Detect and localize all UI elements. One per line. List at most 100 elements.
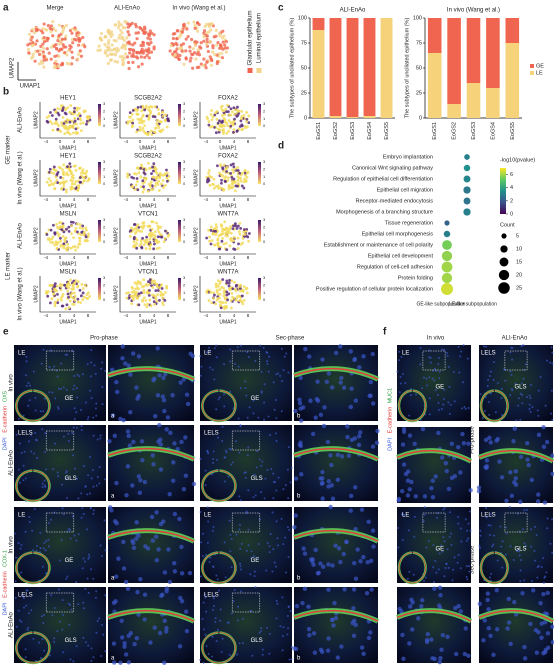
feature-point: [158, 298, 161, 302]
colorbar-tick: 1: [183, 116, 186, 121]
nucleus: [533, 559, 536, 562]
feature-point: [141, 236, 144, 240]
nucleus: [508, 470, 513, 475]
nucleus: [428, 356, 431, 359]
nucleus: [448, 385, 451, 388]
umap-point: [131, 60, 135, 64]
feature-point: [142, 291, 146, 295]
umap-point: [66, 49, 71, 53]
ecadherin: [15, 390, 50, 422]
nucleus: [94, 372, 97, 375]
umap-point: [107, 39, 111, 43]
nucleus: [326, 562, 331, 567]
nucleus: [175, 446, 180, 452]
feature-point: [57, 113, 61, 117]
umap-point: [218, 34, 222, 38]
colorbar-tick: 0: [183, 239, 186, 244]
group-label: GE-like subpopulation: [417, 301, 466, 307]
feature-point: [216, 238, 220, 242]
feature-point: [55, 172, 59, 176]
feature-point: [222, 169, 225, 173]
nucleus: [406, 577, 409, 580]
umap-point: [109, 35, 113, 39]
feature-point: [233, 248, 237, 251]
nucleus: [408, 570, 411, 573]
nucleus: [285, 352, 288, 355]
colorbar-tick: 2: [183, 224, 186, 229]
nucleus: [22, 595, 25, 598]
nucleus: [219, 608, 222, 611]
nucleus: [500, 413, 503, 416]
nucleus: [339, 454, 345, 459]
nucleus: [458, 371, 461, 374]
region-label: LELS: [204, 431, 219, 437]
y-tick-label: 75: [416, 40, 422, 46]
nucleus: [246, 351, 249, 354]
nucleus: [236, 619, 239, 622]
nucleus: [112, 433, 118, 439]
nucleus: [355, 547, 360, 552]
umap-point: [134, 31, 138, 35]
dot: [463, 197, 471, 205]
x-tick-label: 8: [87, 139, 90, 144]
nucleus: [542, 581, 545, 584]
feature-point: [225, 279, 229, 283]
feature-point: [129, 229, 133, 232]
colorbar-tick: 2: [103, 166, 106, 171]
feature-point: [61, 234, 65, 238]
nucleus: [95, 484, 98, 487]
nucleus: [438, 370, 441, 373]
feature-point: [233, 108, 237, 111]
micrograph: [397, 345, 471, 421]
feature-point: [131, 286, 134, 290]
feature-point: [80, 171, 83, 175]
nucleus: [306, 604, 311, 609]
bar-segment: [427, 18, 442, 53]
feature-point: [81, 227, 85, 230]
nucleus: [407, 433, 413, 438]
feature-point: [62, 242, 66, 246]
nucleus: [200, 541, 203, 544]
gene-title: VTCN1: [138, 212, 158, 218]
nucleus: [326, 479, 332, 484]
umap-point: [172, 50, 177, 54]
feature-point: [231, 168, 234, 172]
nucleus: [151, 462, 156, 467]
feature-point: [128, 111, 132, 115]
nucleus: [496, 382, 499, 385]
nucleus: [90, 568, 93, 571]
nucleus: [447, 566, 450, 569]
nucleus: [110, 367, 115, 373]
nucleus: [166, 547, 171, 552]
nucleus: [123, 652, 129, 657]
nucleus: [318, 561, 323, 566]
nucleus: [270, 468, 273, 471]
feature-point: [231, 185, 235, 189]
nucleus: [125, 586, 131, 592]
nucleus: [361, 354, 366, 359]
feature-point: [153, 242, 156, 246]
nucleus: [520, 382, 523, 385]
feature-point: [150, 129, 153, 133]
umap-point: [77, 39, 82, 43]
nucleus: [358, 430, 363, 435]
umap-point: [80, 43, 85, 47]
nucleus: [226, 621, 229, 624]
nucleus: [209, 366, 212, 369]
nucleus: [310, 431, 316, 437]
feature-point: [68, 162, 72, 166]
nucleus: [515, 419, 518, 422]
x-tick-label: 8: [247, 255, 250, 260]
umap-point: [69, 45, 73, 49]
nucleus: [142, 479, 148, 485]
nucleus: [239, 344, 242, 347]
nucleus: [73, 417, 76, 420]
region-label: GE: [65, 396, 74, 402]
feature-point: [237, 242, 240, 246]
feature-point: [163, 291, 167, 294]
nucleus: [269, 532, 272, 535]
nucleus: [505, 626, 510, 631]
feature-point: [130, 226, 133, 230]
nucleus: [136, 612, 141, 617]
nucleus: [218, 396, 221, 399]
